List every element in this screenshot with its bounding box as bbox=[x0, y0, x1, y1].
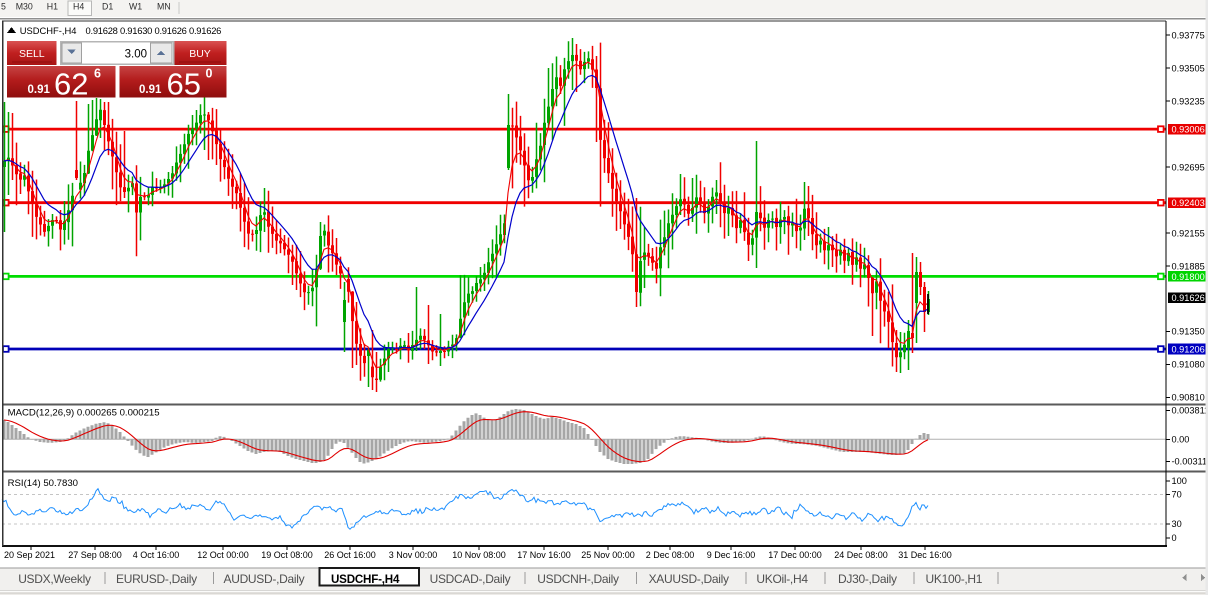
svg-text:DJ30-,Daily: DJ30-,Daily bbox=[838, 572, 897, 586]
svg-text:65: 65 bbox=[167, 67, 201, 102]
svg-text:M30: M30 bbox=[16, 2, 33, 12]
svg-text:24 Dec 08:00: 24 Dec 08:00 bbox=[834, 550, 888, 560]
svg-text:19 Oct 08:00: 19 Oct 08:00 bbox=[261, 550, 313, 560]
svg-text:UK100-,H1: UK100-,H1 bbox=[926, 572, 983, 586]
svg-text:0.92403: 0.92403 bbox=[1172, 198, 1205, 208]
svg-text:0.91626: 0.91626 bbox=[1172, 293, 1205, 303]
svg-text:0.93235: 0.93235 bbox=[1172, 96, 1205, 106]
svg-text:3.00: 3.00 bbox=[125, 49, 147, 61]
svg-text:XAUUSD-,Daily: XAUUSD-,Daily bbox=[649, 572, 729, 586]
svg-text:0.92695: 0.92695 bbox=[1172, 162, 1205, 172]
svg-text:USDX,Weekly: USDX,Weekly bbox=[18, 572, 91, 586]
svg-text:100: 100 bbox=[1172, 476, 1187, 486]
svg-text:2 Dec 08:00: 2 Dec 08:00 bbox=[646, 550, 695, 560]
svg-text:0.91628 0.91630 0.91626 0.9162: 0.91628 0.91630 0.91626 0.91626 bbox=[86, 25, 222, 36]
svg-text:4 Oct 16:00: 4 Oct 16:00 bbox=[133, 550, 180, 560]
svg-text:0.00: 0.00 bbox=[1172, 435, 1190, 445]
svg-text:-0.003115: -0.003115 bbox=[1172, 457, 1208, 467]
svg-text:W1: W1 bbox=[129, 2, 142, 12]
svg-text:0.91080: 0.91080 bbox=[1172, 360, 1205, 370]
svg-text:17 Nov 16:00: 17 Nov 16:00 bbox=[517, 550, 571, 560]
svg-text:20 Sep 2021: 20 Sep 2021 bbox=[4, 550, 55, 560]
svg-text:MN: MN bbox=[157, 2, 171, 12]
svg-text:0.93006: 0.93006 bbox=[1172, 125, 1205, 135]
svg-text:30: 30 bbox=[1172, 519, 1182, 529]
svg-text:RSI(14) 50.7830: RSI(14) 50.7830 bbox=[8, 478, 78, 489]
svg-text:3 Nov 00:00: 3 Nov 00:00 bbox=[389, 550, 438, 560]
svg-text:0.91206: 0.91206 bbox=[1172, 344, 1205, 354]
svg-text:9 Dec 16:00: 9 Dec 16:00 bbox=[707, 550, 756, 560]
svg-text:0: 0 bbox=[1172, 533, 1177, 543]
svg-text:0: 0 bbox=[206, 67, 213, 81]
svg-text:17 Dec 00:00: 17 Dec 00:00 bbox=[768, 550, 822, 560]
svg-text:0.91350: 0.91350 bbox=[1172, 327, 1205, 337]
svg-text:0.90810: 0.90810 bbox=[1172, 393, 1205, 403]
svg-text:H1: H1 bbox=[47, 2, 58, 12]
svg-text:0.91: 0.91 bbox=[139, 84, 162, 96]
svg-text:0.003811: 0.003811 bbox=[1172, 406, 1208, 416]
svg-text:6: 6 bbox=[94, 67, 101, 81]
svg-text:USDCHF-,H4: USDCHF-,H4 bbox=[20, 25, 77, 36]
svg-text:MACD(12,26,9) 0.000265 0.00021: MACD(12,26,9) 0.000265 0.000215 bbox=[8, 407, 160, 418]
svg-text:10 Nov 08:00: 10 Nov 08:00 bbox=[452, 550, 506, 560]
svg-text:BUY: BUY bbox=[189, 48, 211, 60]
svg-text:0.91: 0.91 bbox=[28, 84, 51, 96]
svg-text:H4: H4 bbox=[73, 2, 84, 12]
svg-text:UKOil-,H4: UKOil-,H4 bbox=[756, 572, 808, 586]
svg-text:12 Oct 00:00: 12 Oct 00:00 bbox=[197, 550, 249, 560]
svg-text:D1: D1 bbox=[102, 2, 113, 12]
svg-text:0.93775: 0.93775 bbox=[1172, 30, 1205, 40]
svg-text:0.92155: 0.92155 bbox=[1172, 228, 1205, 238]
svg-text:0.91885: 0.91885 bbox=[1172, 261, 1205, 271]
svg-text:EURUSD-,Daily: EURUSD-,Daily bbox=[116, 572, 197, 586]
svg-text:31 Dec 16:00: 31 Dec 16:00 bbox=[898, 550, 952, 560]
svg-text:SELL: SELL bbox=[19, 48, 45, 60]
svg-text:5: 5 bbox=[1, 2, 6, 12]
svg-text:25 Nov 00:00: 25 Nov 00:00 bbox=[581, 550, 635, 560]
svg-text:62: 62 bbox=[54, 67, 88, 102]
svg-text:USDCAD-,Daily: USDCAD-,Daily bbox=[430, 572, 511, 586]
svg-text:0.93505: 0.93505 bbox=[1172, 63, 1205, 73]
svg-text:0.91800: 0.91800 bbox=[1172, 272, 1205, 282]
svg-text:27 Sep 08:00: 27 Sep 08:00 bbox=[68, 550, 122, 560]
svg-text:AUDUSD-,Daily: AUDUSD-,Daily bbox=[224, 572, 305, 586]
svg-text:26 Oct 16:00: 26 Oct 16:00 bbox=[324, 550, 376, 560]
svg-text:USDCHF-,H4: USDCHF-,H4 bbox=[331, 573, 400, 586]
svg-text:70: 70 bbox=[1172, 490, 1182, 500]
svg-text:USDCNH-,Daily: USDCNH-,Daily bbox=[537, 572, 619, 586]
